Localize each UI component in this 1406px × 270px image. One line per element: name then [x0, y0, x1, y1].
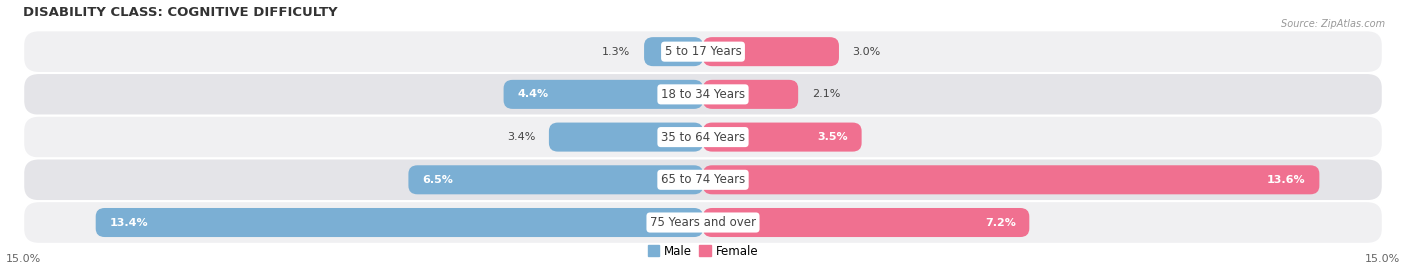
FancyBboxPatch shape — [703, 123, 862, 152]
Text: 18 to 34 Years: 18 to 34 Years — [661, 88, 745, 101]
Text: 13.4%: 13.4% — [110, 218, 148, 228]
FancyBboxPatch shape — [703, 37, 839, 66]
Text: 5 to 17 Years: 5 to 17 Years — [665, 45, 741, 58]
FancyBboxPatch shape — [22, 30, 1384, 73]
Text: 1.3%: 1.3% — [602, 47, 630, 57]
Text: 2.1%: 2.1% — [811, 89, 841, 99]
Legend: Male, Female: Male, Female — [643, 240, 763, 262]
FancyBboxPatch shape — [703, 208, 1029, 237]
Text: 4.4%: 4.4% — [517, 89, 548, 99]
FancyBboxPatch shape — [22, 73, 1384, 116]
Text: 3.0%: 3.0% — [852, 47, 880, 57]
Text: 6.5%: 6.5% — [422, 175, 453, 185]
FancyBboxPatch shape — [703, 80, 799, 109]
FancyBboxPatch shape — [644, 37, 703, 66]
FancyBboxPatch shape — [22, 201, 1384, 244]
Text: 3.5%: 3.5% — [817, 132, 848, 142]
Text: 7.2%: 7.2% — [984, 218, 1015, 228]
FancyBboxPatch shape — [503, 80, 703, 109]
Text: 35 to 64 Years: 35 to 64 Years — [661, 131, 745, 144]
FancyBboxPatch shape — [22, 116, 1384, 158]
Text: DISABILITY CLASS: COGNITIVE DIFFICULTY: DISABILITY CLASS: COGNITIVE DIFFICULTY — [22, 6, 337, 19]
Text: 3.4%: 3.4% — [508, 132, 536, 142]
Text: Source: ZipAtlas.com: Source: ZipAtlas.com — [1281, 19, 1385, 29]
Text: 13.6%: 13.6% — [1267, 175, 1306, 185]
FancyBboxPatch shape — [548, 123, 703, 152]
Text: 75 Years and over: 75 Years and over — [650, 216, 756, 229]
FancyBboxPatch shape — [408, 165, 703, 194]
FancyBboxPatch shape — [22, 158, 1384, 201]
FancyBboxPatch shape — [96, 208, 703, 237]
Text: 65 to 74 Years: 65 to 74 Years — [661, 173, 745, 186]
FancyBboxPatch shape — [703, 165, 1319, 194]
